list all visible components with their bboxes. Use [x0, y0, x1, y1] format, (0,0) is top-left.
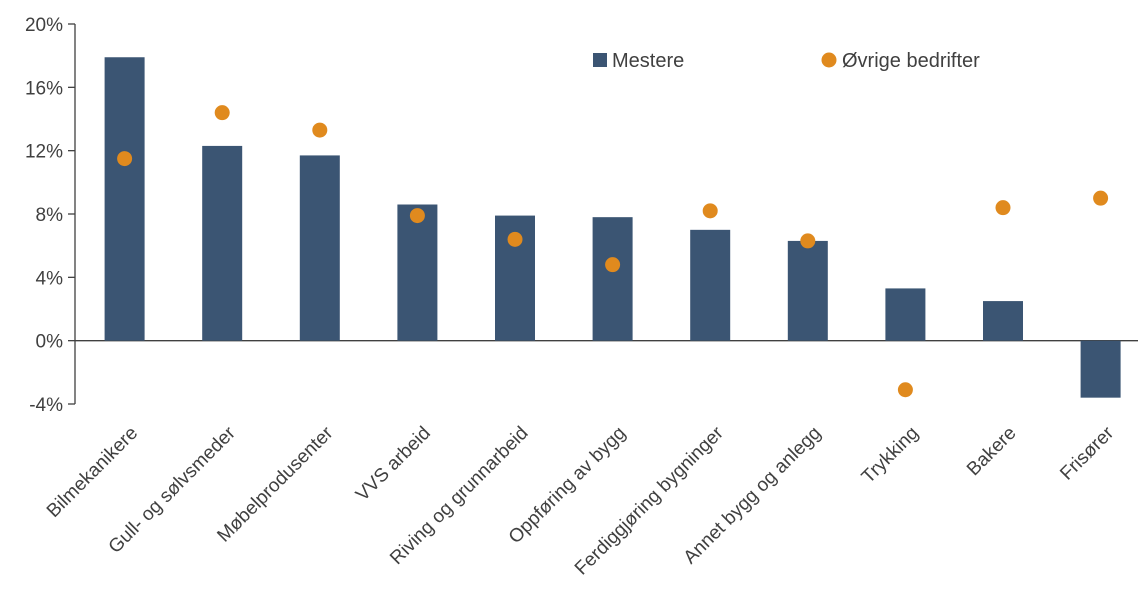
marker-ovrige-1: [117, 151, 133, 167]
legend-label-ovrige: Øvrige bedrifter: [842, 50, 980, 72]
y-tick-label: 0%: [36, 332, 64, 353]
legend-item-mestere: Mestere: [593, 50, 684, 72]
marker-ovrige-6: [605, 257, 621, 273]
legend: Mestere Øvrige bedrifter: [593, 50, 980, 72]
x-category-label: Trykking: [858, 423, 923, 488]
y-tick-label: 4%: [36, 268, 64, 289]
bar-mestere-4: [397, 204, 438, 341]
bar-mestere-8: [787, 240, 828, 341]
marker-ovrige-4: [409, 208, 425, 224]
y-tick-label: 12%: [25, 142, 63, 163]
y-tick-labels: -4% 0% 4% 8% 12% 16% 20%: [25, 15, 63, 416]
bar-mestere-2: [202, 145, 243, 341]
x-category-label: Bilmekanikere: [43, 423, 142, 522]
bar-mestere-9: [885, 288, 926, 341]
y-tick-label: 16%: [25, 78, 63, 99]
marker-ovrige-10: [995, 200, 1011, 216]
bar-mestere-6: [592, 217, 633, 341]
bar-mestere-11: [1080, 340, 1121, 398]
x-category-label: Frisører: [1056, 422, 1118, 484]
y-tick-label: -4%: [29, 395, 63, 416]
marker-ovrige-5: [507, 231, 523, 247]
legend-swatch-ovrige: [821, 52, 837, 68]
y-tick-label: 20%: [25, 15, 63, 36]
marker-ovrige-2: [214, 105, 230, 121]
marker-ovrige-8: [800, 233, 816, 249]
marker-ovrige-3: [312, 122, 328, 138]
bars-mestere: [104, 57, 1121, 398]
legend-item-ovrige: Øvrige bedrifter: [821, 50, 980, 72]
legend-swatch-mestere: [593, 53, 607, 67]
markers-ovrige: [117, 105, 1109, 398]
marker-ovrige-9: [897, 382, 913, 398]
bar-mestere-7: [690, 229, 731, 341]
x-category-label: Bakere: [963, 423, 1020, 480]
bar-mestere-10: [983, 301, 1023, 341]
marker-ovrige-7: [702, 203, 718, 219]
bar-mestere-3: [299, 155, 340, 341]
bar-mestere-1: [104, 57, 145, 341]
x-category-label: VVS arbeid: [352, 423, 435, 506]
legend-label-mestere: Mestere: [612, 50, 684, 72]
y-tick-label: 8%: [36, 205, 64, 226]
marker-ovrige-11: [1093, 190, 1109, 206]
